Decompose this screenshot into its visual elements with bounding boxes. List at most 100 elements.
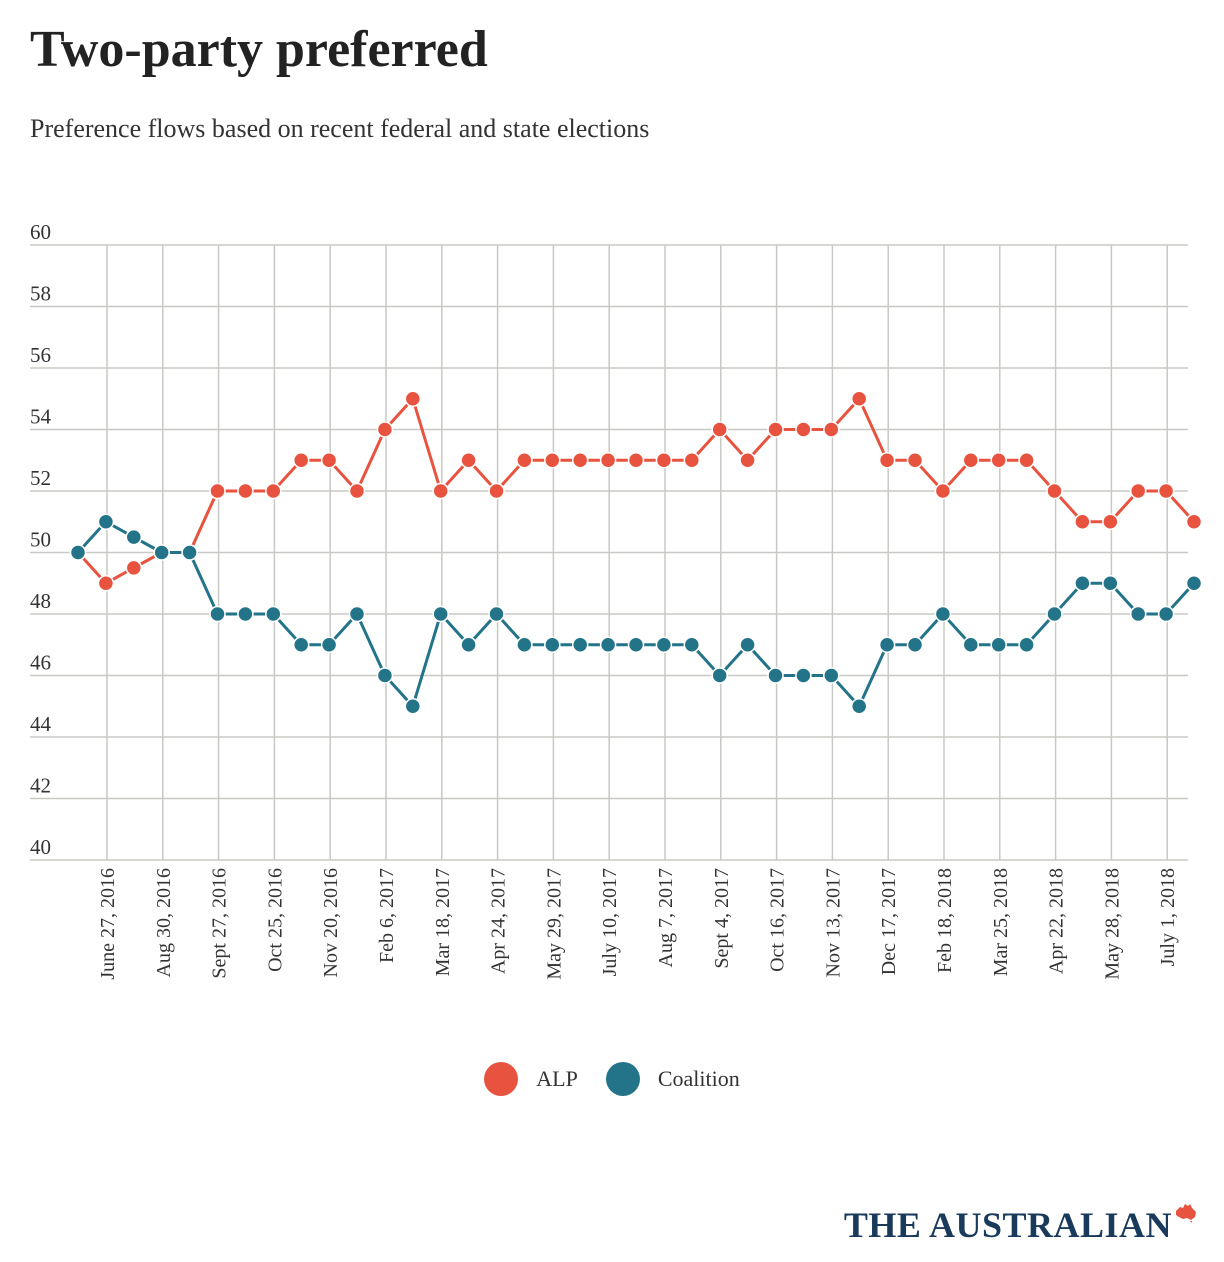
data-point-coalition: [990, 636, 1007, 653]
x-tick-label: June 27, 2016: [97, 868, 119, 980]
data-point-alp: [571, 452, 589, 469]
data-point-alp: [1074, 513, 1091, 530]
x-tick-label: Mar 18, 2017: [432, 868, 454, 976]
data-point-alp: [599, 452, 617, 469]
y-tick-label: 54: [30, 405, 52, 429]
x-tick-label: Feb 18, 2018: [934, 868, 956, 973]
data-point-alp: [488, 482, 505, 500]
data-point-alp: [432, 482, 449, 500]
x-tick-label: Oct 25, 2016: [264, 868, 286, 972]
x-tick-label: Mar 25, 2018: [990, 868, 1012, 976]
chart-legend: ALP Coalition: [0, 1062, 1224, 1096]
data-point-coalition: [1157, 605, 1175, 623]
y-tick-label: 44: [30, 712, 52, 736]
legend-item-alp[interactable]: ALP: [484, 1062, 578, 1096]
legend-swatch-coalition: [605, 1062, 640, 1096]
data-point-coalition: [1018, 636, 1035, 653]
data-point-coalition: [404, 698, 422, 715]
data-point-alp: [934, 482, 952, 500]
data-point-alp: [1157, 482, 1175, 500]
data-point-alp: [97, 575, 115, 592]
data-point-alp: [711, 421, 728, 438]
data-point-coalition: [1074, 575, 1091, 592]
data-point-alp: [962, 452, 980, 469]
legend-item-coalition[interactable]: Coalition: [605, 1062, 740, 1096]
data-point-coalition: [348, 605, 366, 623]
data-point-coalition: [850, 698, 868, 715]
data-point-coalition: [823, 667, 840, 684]
data-point-alp: [1185, 513, 1203, 530]
data-point-coalition: [376, 667, 394, 684]
data-point-alp: [655, 452, 673, 469]
data-point-alp: [823, 421, 840, 438]
data-point-coalition: [906, 636, 924, 653]
data-point-coalition: [125, 528, 143, 546]
x-tick-label: May 29, 2017: [543, 868, 565, 980]
data-point-coalition: [265, 605, 282, 623]
x-tick-label: Dec 17, 2017: [878, 868, 900, 975]
data-point-alp: [878, 452, 896, 469]
x-tick-label: Sept 4, 2017: [711, 868, 733, 969]
data-point-coalition: [320, 636, 338, 653]
brand-name: THE AUSTRALIAN: [843, 1205, 1172, 1245]
data-point-alp: [683, 452, 701, 469]
x-tick-label: Nov 13, 2017: [822, 868, 844, 977]
data-point-coalition: [69, 544, 87, 561]
x-tick-label: Apr 22, 2018: [1046, 868, 1068, 974]
data-point-alp: [1102, 513, 1119, 530]
legend-label-coalition: Coalition: [657, 1066, 740, 1091]
chart-title: Two-party preferred: [30, 21, 488, 78]
data-point-alp: [739, 452, 756, 469]
data-point-coalition: [488, 605, 505, 623]
data-point-alp: [990, 452, 1007, 469]
y-tick-label: 46: [30, 651, 51, 675]
australia-map-icon: [1176, 1204, 1196, 1223]
data-point-alp: [767, 421, 784, 438]
data-point-alp: [125, 559, 143, 577]
data-point-coalition: [292, 636, 310, 653]
legend-swatch-alp: [484, 1062, 519, 1096]
y-tick-label: 42: [30, 774, 51, 798]
x-tick-label: Apr 24, 2017: [488, 868, 510, 974]
data-point-alp: [544, 452, 561, 469]
data-point-coalition: [878, 636, 896, 653]
data-point-coalition: [181, 544, 198, 561]
x-tick-label: Oct 16, 2017: [767, 868, 789, 972]
data-point-alp: [1046, 482, 1063, 500]
data-point-alp: [906, 452, 924, 469]
chart-subtitle: Preference flows based on recent federal…: [30, 114, 650, 143]
data-point-coalition: [934, 605, 952, 623]
brand-logo: THE AUSTRALIAN: [844, 1204, 1198, 1246]
data-point-coalition: [1102, 575, 1119, 592]
data-point-coalition: [571, 636, 589, 653]
data-point-alp: [265, 482, 282, 500]
x-tick-label: May 28, 2018: [1101, 868, 1123, 980]
data-point-coalition: [711, 667, 728, 684]
data-point-alp: [795, 421, 812, 438]
data-point-alp: [237, 482, 254, 500]
data-point-alp: [850, 390, 868, 407]
data-point-alp: [376, 421, 394, 438]
data-point-alp: [460, 452, 477, 469]
data-point-alp: [320, 452, 338, 469]
data-point-coalition: [97, 513, 115, 530]
data-point-coalition: [767, 667, 784, 684]
data-point-alp: [1018, 452, 1035, 469]
data-point-alp: [292, 452, 310, 469]
data-point-coalition: [683, 636, 701, 653]
data-point-coalition: [516, 636, 533, 653]
data-point-alp: [516, 452, 533, 469]
x-tick-label: Nov 20, 2016: [320, 868, 342, 977]
data-point-coalition: [962, 636, 980, 653]
data-point-coalition: [237, 605, 254, 623]
data-point-coalition: [599, 636, 617, 653]
data-point-coalition: [795, 667, 812, 684]
data-point-coalition: [1046, 605, 1063, 623]
data-point-alp: [627, 452, 645, 469]
x-tick-label: Aug 7, 2017: [655, 868, 677, 967]
y-tick-label: 48: [30, 589, 51, 613]
data-point-coalition: [1129, 605, 1147, 623]
x-tick-label: Sept 27, 2016: [209, 868, 231, 979]
x-tick-label: Feb 6, 2017: [376, 868, 398, 963]
data-point-coalition: [627, 636, 645, 653]
